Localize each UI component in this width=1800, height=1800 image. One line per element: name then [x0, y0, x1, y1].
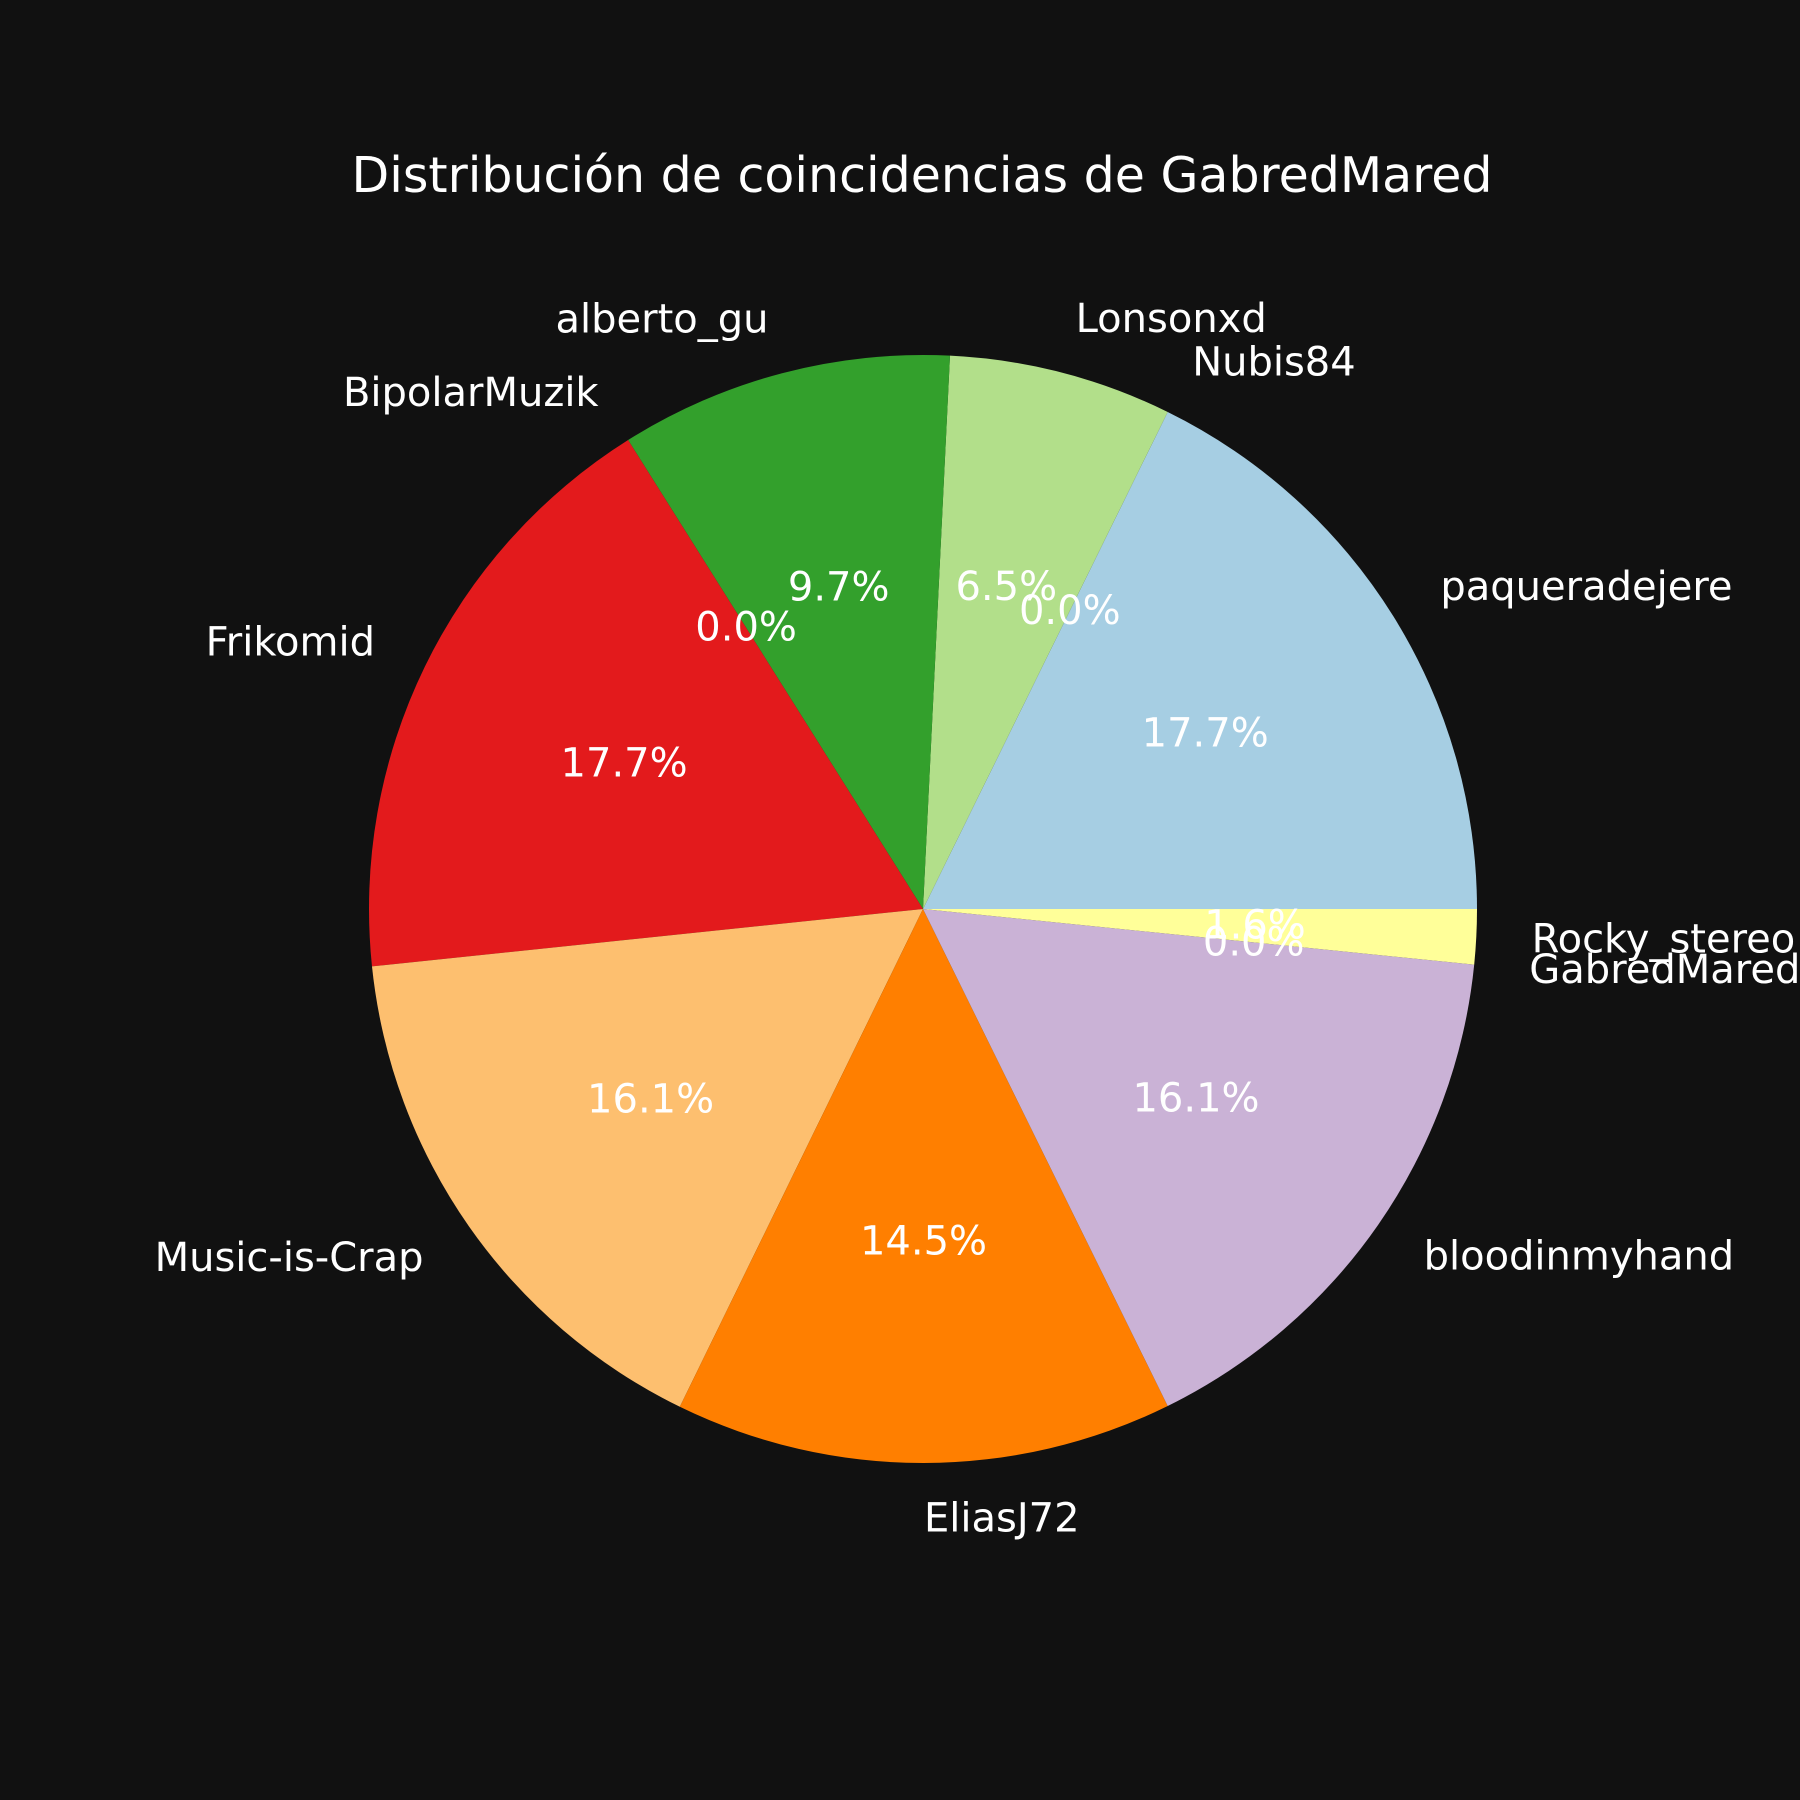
slice-label-bloodinmyhand: bloodinmyhand — [1424, 1234, 1735, 1280]
percent-label-rocky-stereo: 1.6% — [1204, 903, 1306, 949]
percent-label-frikomid: 17.7% — [561, 741, 688, 787]
percent-label-nubis84: 0.0% — [1019, 588, 1121, 634]
percent-label-eliasj72: 14.5% — [860, 1218, 987, 1264]
slice-label-gabredmared: GabredMared — [1529, 947, 1800, 993]
slice-label-music-is-crap: Music-is-Crap — [155, 1235, 424, 1281]
slice-label-rocky-stereo: Rocky_stereo — [1532, 917, 1796, 963]
percent-label-alberto-gu: 9.7% — [788, 565, 890, 611]
pie-slice-alberto-gu — [628, 355, 950, 909]
slice-label-alberto-gu: alberto_gu — [556, 297, 769, 343]
slice-label-frikomid: Frikomid — [206, 619, 375, 665]
slice-label-eliasj72: EliasJ72 — [924, 1495, 1080, 1541]
percent-label-lonsonxd: 6.5% — [955, 564, 1057, 610]
pie-slice-music-is-crap — [371, 909, 924, 1407]
slice-label-nubis84: Nubis84 — [1192, 339, 1356, 385]
percent-label-paqueradejere: 17.7% — [1142, 710, 1269, 756]
percent-labels: 17.7%0.0%6.5%9.7%0.0%17.7%16.1%14.5%16.1… — [561, 564, 1306, 1264]
percent-label-gabredmared: 0.0% — [1203, 919, 1305, 965]
pie-slice-eliasj72 — [679, 909, 1168, 1463]
percent-label-bloodinmyhand: 16.1% — [1132, 1076, 1259, 1122]
percent-label-music-is-crap: 16.1% — [587, 1076, 714, 1122]
percent-label-bipolarmuzik: 0.0% — [695, 605, 797, 651]
slice-label-lonsonxd: Lonsonxd — [1076, 296, 1267, 342]
pie-slices — [368, 355, 1477, 1463]
slice-label-bipolarmuzik: BipolarMuzik — [343, 370, 599, 416]
chart-title: Distribución de coincidencias de GabredM… — [352, 147, 1493, 204]
pie-slice-rocky-stereo — [923, 909, 1477, 965]
pie-slice-frikomid — [368, 440, 923, 967]
pie-slice-paqueradejere — [923, 411, 1477, 909]
pie-slice-lonsonxd — [923, 355, 1168, 909]
slice-label-paqueradejere: paqueradejere — [1440, 564, 1732, 610]
pie-slice-bloodinmyhand — [923, 909, 1475, 1407]
